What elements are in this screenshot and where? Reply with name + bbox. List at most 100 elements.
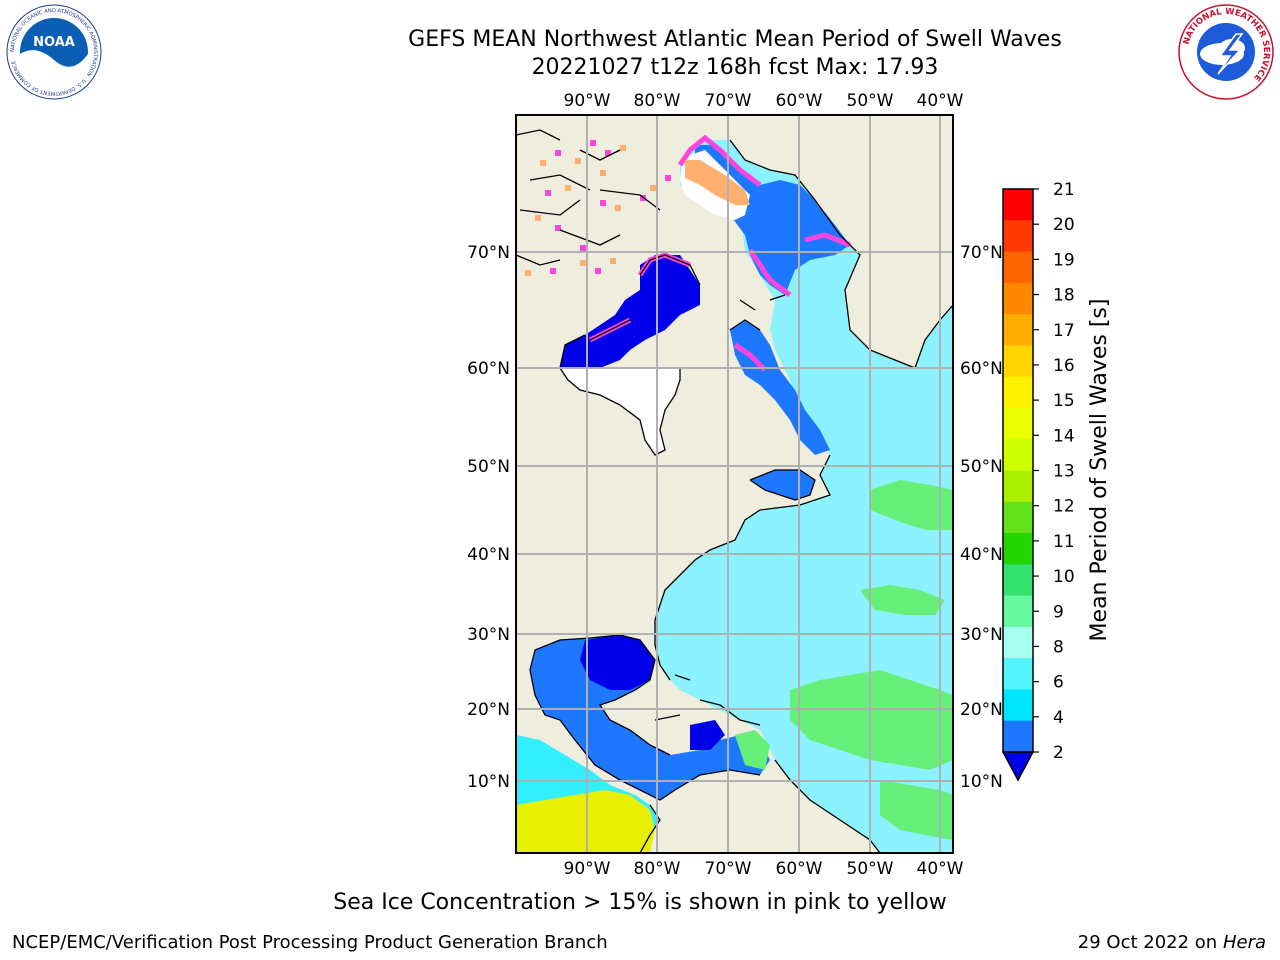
- hudson-bay-ice: [560, 368, 680, 455]
- colorbar-tick-label: 4: [1053, 708, 1064, 728]
- colorbar-swatch: [1003, 720, 1033, 753]
- colorbar-tick-label: 8: [1053, 637, 1064, 657]
- sea-ice-caption: Sea Ice Concentration > 15% is shown in …: [333, 890, 947, 915]
- colorbar-swatch: [1003, 501, 1033, 534]
- sea-ice-speck: [595, 268, 601, 274]
- colorbar-tick-label: 18: [1053, 286, 1075, 306]
- lon-label-top: 90°W: [564, 91, 611, 111]
- colorbar-tick-label: 11: [1053, 532, 1075, 552]
- colorbar-tick-label: 21: [1053, 180, 1075, 200]
- lat-label-right: 70°N: [960, 243, 1003, 263]
- sea-ice-speck: [555, 150, 561, 156]
- lat-labels-left: 70°N 60°N 50°N 40°N 30°N 20°N 10°N: [467, 243, 510, 792]
- sea-ice-speck: [600, 200, 606, 206]
- lon-label-bottom: 70°W: [705, 859, 752, 879]
- midlat-long-swell: [860, 585, 945, 615]
- lat-label-right: 30°N: [960, 625, 1003, 645]
- lat-label-left: 20°N: [467, 700, 510, 720]
- lat-label-left: 50°N: [467, 457, 510, 477]
- colorbar-swatch: [1003, 376, 1033, 409]
- colorbar-label: Mean Period of Swell Waves [s]: [1087, 299, 1112, 642]
- footer-credit: NCEP/EMC/Verification Post Processing Pr…: [12, 932, 608, 953]
- colorbar-swatch: [1003, 282, 1033, 315]
- colorbar-swatch: [1003, 564, 1033, 597]
- sea-ice-orange: [685, 160, 750, 205]
- caribbean-green-swell: [735, 730, 770, 770]
- sea-ice-speck: [540, 160, 546, 166]
- lat-label-left: 40°N: [467, 545, 510, 565]
- lon-label-bottom: 90°W: [564, 859, 611, 879]
- colorbar-tick-label: 17: [1053, 321, 1075, 341]
- colorbar-swatch: [1003, 314, 1033, 346]
- nws-logo: NATIONAL WEATHER SERVICE: [1178, 4, 1274, 100]
- colorbar-swatch: [1003, 189, 1033, 221]
- lon-label-bottom: 40°W: [917, 859, 964, 879]
- colorbar-tick-label: 13: [1053, 462, 1075, 482]
- sea-ice-speck: [575, 158, 581, 164]
- chart-title: GEFS MEAN Northwest Atlantic Mean Period…: [408, 27, 1062, 52]
- lon-labels-bottom: 90°W 80°W 70°W 60°W 50°W 40°W: [564, 859, 964, 879]
- colorbar-tick-label: 6: [1053, 673, 1064, 693]
- colorbar-swatch: [1003, 220, 1033, 253]
- chart-subtitle: 20221027 t12z 168h fcst Max: 17.93: [531, 55, 939, 80]
- lon-label-top: 70°W: [705, 91, 752, 111]
- colorbar-tick-label: 2: [1053, 743, 1064, 763]
- footer-host: Hera: [1222, 932, 1266, 953]
- colorbar-tick-label: 16: [1053, 356, 1075, 376]
- sea-ice-speck: [580, 260, 586, 266]
- equatorial-long-swell: [880, 780, 953, 840]
- sea-ice-speck: [545, 190, 551, 196]
- gulf-short-swell: [580, 635, 655, 690]
- lat-label-right: 50°N: [960, 457, 1003, 477]
- sea-ice-speck: [590, 140, 596, 146]
- footer-date-text: 29 Oct 2022 on: [1077, 932, 1223, 953]
- lon-labels-top: 90°W 80°W 70°W 60°W 50°W 40°W: [564, 91, 964, 111]
- lat-label-right: 20°N: [960, 700, 1003, 720]
- colorbar-swatch: [1003, 439, 1033, 471]
- lat-label-right: 60°N: [960, 359, 1003, 379]
- lon-label-top: 40°W: [917, 91, 964, 111]
- colorbar-swatch: [1003, 595, 1033, 628]
- colorbar-swatch: [1003, 407, 1033, 440]
- sea-ice-speck: [525, 270, 531, 276]
- sea-ice-speck: [665, 175, 671, 181]
- lat-label-left: 30°N: [467, 625, 510, 645]
- noaa-logo-text: NOAA: [33, 35, 75, 50]
- east-atlantic-long-swell: [870, 480, 953, 530]
- lat-label-left: 70°N: [467, 243, 510, 263]
- lon-label-bottom: 50°W: [847, 859, 894, 879]
- colorbar-tick-label: 15: [1053, 391, 1075, 411]
- colorbar: 21 20 19 18 17 16 15 14 13 12 11 10 9 8 6 4 2: [1001, 180, 1075, 782]
- footer-date: 29 Oct 2022 on Hera: [1078, 932, 1266, 953]
- sea-ice-speck: [555, 225, 561, 231]
- sea-ice-speck: [580, 245, 586, 251]
- lat-label-right: 40°N: [960, 545, 1003, 565]
- lon-label-top: 80°W: [634, 91, 681, 111]
- sea-ice-speck: [550, 268, 556, 274]
- colorbar-tick-label: 14: [1053, 426, 1075, 446]
- sea-ice-speck: [620, 145, 626, 151]
- colorbar-swatch: [1003, 626, 1033, 659]
- lat-label-left: 60°N: [467, 359, 510, 379]
- lon-label-top: 50°W: [847, 91, 894, 111]
- colorbar-swatch: [1003, 470, 1033, 503]
- lat-label-right: 10°N: [960, 772, 1003, 792]
- colorbar-swatch: [1003, 345, 1033, 378]
- pacific-long-swell: [516, 790, 655, 853]
- map-frame: [515, 114, 954, 854]
- lon-label-top: 60°W: [776, 91, 823, 111]
- sea-ice-speck: [615, 205, 621, 211]
- colorbar-tick-label: 19: [1053, 250, 1075, 270]
- caribbean-short-swell: [690, 720, 725, 750]
- lon-label-bottom: 80°W: [634, 859, 681, 879]
- graticule: [516, 115, 953, 853]
- colorbar-swatch: [1003, 689, 1033, 722]
- sea-ice-speck: [600, 170, 606, 176]
- coastlines: [516, 129, 953, 853]
- colorbar-under-arrow: [1001, 751, 1035, 782]
- lat-label-left: 10°N: [467, 772, 510, 792]
- colorbar-swatch: [1003, 251, 1033, 284]
- colorbar-tick-label: 9: [1053, 602, 1064, 622]
- sea-ice-speck: [605, 150, 611, 156]
